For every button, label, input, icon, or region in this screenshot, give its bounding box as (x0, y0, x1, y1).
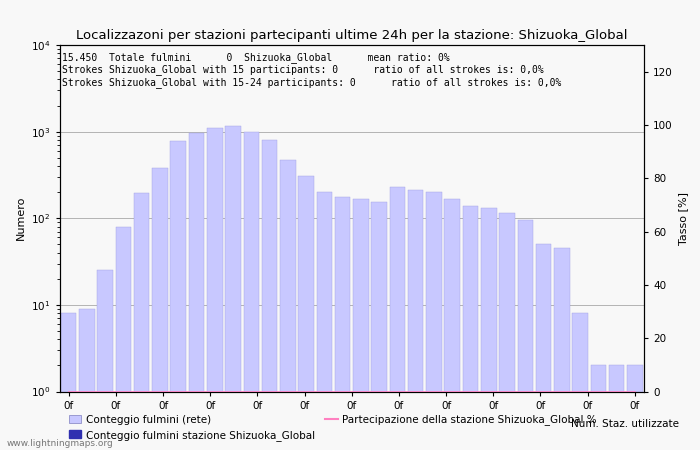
Bar (116, 227, 131, 450)
Bar (152, 168, 168, 450)
Bar (171, 141, 186, 450)
Bar (463, 206, 478, 450)
Bar (225, 126, 241, 450)
Bar (298, 176, 314, 450)
Bar (372, 202, 387, 450)
Bar (609, 365, 624, 450)
Bar (481, 208, 496, 450)
Bar (573, 313, 588, 450)
Y-axis label: Tasso [%]: Tasso [%] (678, 192, 688, 245)
Text: 15.450  Totale fulmini      0  Shizuoka_Global      mean ratio: 0%
Strokes Shizu: 15.450 Totale fulmini 0 Shizuoka_Global … (62, 52, 562, 88)
Legend: Conteggio fulmini (rete), Conteggio fulmini stazione Shizuoka_Global, Partecipaz: Conteggio fulmini (rete), Conteggio fulm… (64, 410, 601, 445)
Title: Localizzazoni per stazioni partecipanti ultime 24h per la stazione: Shizuoka_Glo: Localizzazoni per stazioni partecipanti … (76, 29, 627, 42)
Bar (536, 244, 552, 450)
Bar (97, 270, 113, 450)
Bar (517, 220, 533, 450)
Y-axis label: Numero: Numero (15, 196, 25, 240)
Bar (79, 309, 95, 450)
Bar (390, 187, 405, 450)
Bar (335, 197, 351, 450)
Bar (262, 140, 277, 450)
Text: www.lightningmaps.org: www.lightningmaps.org (7, 439, 113, 448)
Bar (444, 199, 460, 450)
Bar (426, 192, 442, 450)
Bar (316, 192, 332, 450)
Bar (554, 248, 570, 450)
Bar (353, 199, 369, 450)
Bar (280, 160, 295, 450)
Bar (134, 193, 150, 450)
Bar (244, 132, 259, 450)
Bar (408, 190, 424, 450)
Bar (591, 365, 606, 450)
Bar (627, 365, 643, 450)
Text: Num. Staz. utilizzate: Num. Staz. utilizzate (571, 419, 679, 429)
Bar (207, 128, 223, 450)
Bar (499, 213, 514, 450)
Bar (61, 313, 76, 450)
Bar (189, 133, 204, 450)
